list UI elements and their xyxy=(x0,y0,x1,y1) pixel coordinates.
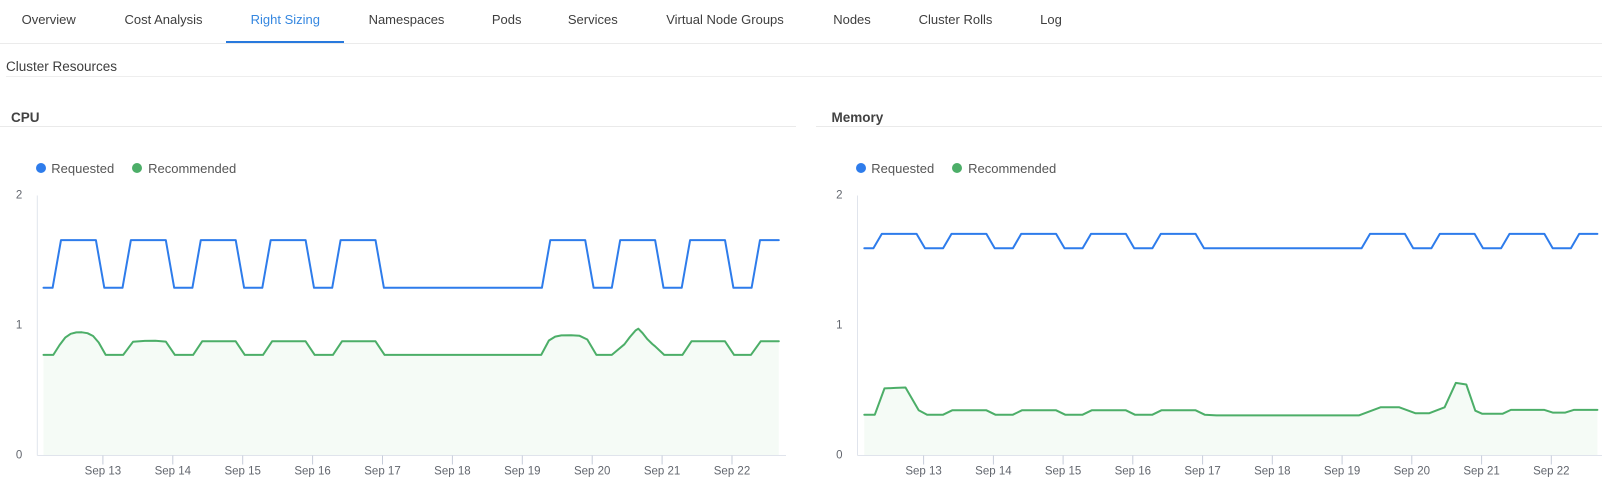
svg-text:Sep 13: Sep 13 xyxy=(905,466,941,478)
svg-text:Sep 16: Sep 16 xyxy=(1115,466,1151,478)
svg-text:Sep 17: Sep 17 xyxy=(1184,466,1220,478)
svg-text:Sep 17: Sep 17 xyxy=(364,466,400,478)
svg-text:Sep 19: Sep 19 xyxy=(504,466,540,478)
svg-text:Sep 21: Sep 21 xyxy=(1463,466,1499,478)
svg-text:1: 1 xyxy=(836,319,842,331)
svg-text:Sep 16: Sep 16 xyxy=(294,466,330,478)
svg-text:1: 1 xyxy=(16,319,22,331)
svg-text:Sep 18: Sep 18 xyxy=(1254,466,1290,478)
svg-text:Sep 22: Sep 22 xyxy=(714,466,750,478)
svg-text:Sep 22: Sep 22 xyxy=(1533,466,1569,478)
svg-text:Sep 13: Sep 13 xyxy=(85,466,121,478)
svg-text:Sep 18: Sep 18 xyxy=(434,466,470,478)
svg-text:0: 0 xyxy=(836,449,842,461)
svg-text:Sep 15: Sep 15 xyxy=(1045,466,1081,478)
svg-text:Sep 20: Sep 20 xyxy=(1394,466,1430,478)
svg-text:Sep 19: Sep 19 xyxy=(1324,466,1360,478)
svg-text:2: 2 xyxy=(16,189,22,201)
svg-text:0: 0 xyxy=(16,449,22,461)
svg-text:Sep 21: Sep 21 xyxy=(644,466,680,478)
svg-text:Sep 20: Sep 20 xyxy=(574,466,610,478)
svg-text:2: 2 xyxy=(836,189,842,201)
svg-text:Sep 14: Sep 14 xyxy=(155,466,192,478)
svg-text:Sep 14: Sep 14 xyxy=(975,466,1012,478)
svg-text:Sep 15: Sep 15 xyxy=(224,466,260,478)
